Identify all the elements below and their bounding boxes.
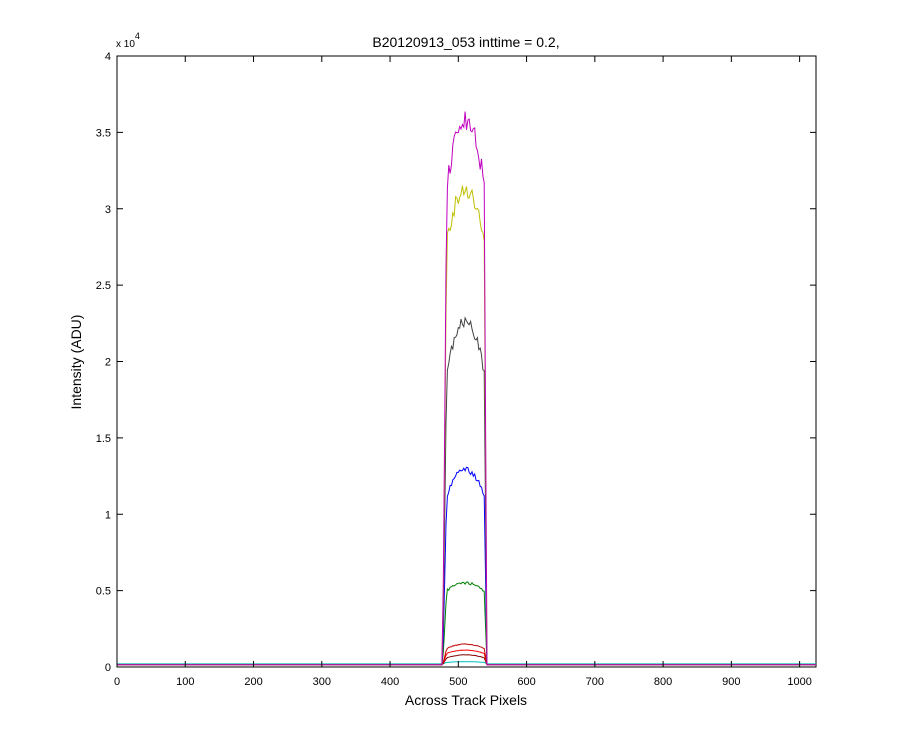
series-layer <box>117 111 816 666</box>
y-tick-label: 1 <box>105 509 111 521</box>
axes-box <box>116 55 817 668</box>
y-exponent-label: x 104 <box>116 31 140 50</box>
y-axis-label: Intensity (ADU) <box>68 315 84 410</box>
series-line <box>117 111 816 666</box>
x-axis-label: Across Track Pixels <box>405 692 527 708</box>
x-tick-label: 1000 <box>787 676 811 688</box>
x-tick-label: 800 <box>654 676 672 688</box>
x-tick-label: 700 <box>586 676 604 688</box>
y-axis-ticks: 0 0.5 1 1.5 2 2.5 3 3.5 4 <box>96 51 816 674</box>
y-tick-label: 3 <box>105 204 111 216</box>
y-tick-label: 1.5 <box>96 433 111 445</box>
x-tick-label: 500 <box>449 676 467 688</box>
x-tick-label: 400 <box>381 676 399 688</box>
y-tick-label: 2 <box>105 357 111 369</box>
series-line <box>117 661 816 665</box>
y-exponent-power: 4 <box>135 31 140 41</box>
y-tick-label: 0.5 <box>96 586 111 598</box>
y-exponent-base: x 10 <box>116 39 135 50</box>
x-axis-ticks: 0 100 200 300 400 500 600 700 800 900 1000 <box>114 56 812 688</box>
y-tick-label: 3.5 <box>96 127 111 139</box>
x-tick-label: 600 <box>517 676 535 688</box>
x-tick-label: 300 <box>313 676 331 688</box>
y-tick-label: 2.5 <box>96 280 111 292</box>
x-tick-label: 0 <box>114 676 120 688</box>
y-tick-label: 0 <box>105 662 111 674</box>
x-tick-label: 200 <box>244 676 262 688</box>
plot-area <box>116 55 817 668</box>
x-tick-label: 900 <box>722 676 740 688</box>
y-tick-label: 4 <box>105 51 111 63</box>
x-tick-label: 100 <box>176 676 194 688</box>
chart-title: B20120913_053 inttime = 0.2, <box>372 34 559 50</box>
